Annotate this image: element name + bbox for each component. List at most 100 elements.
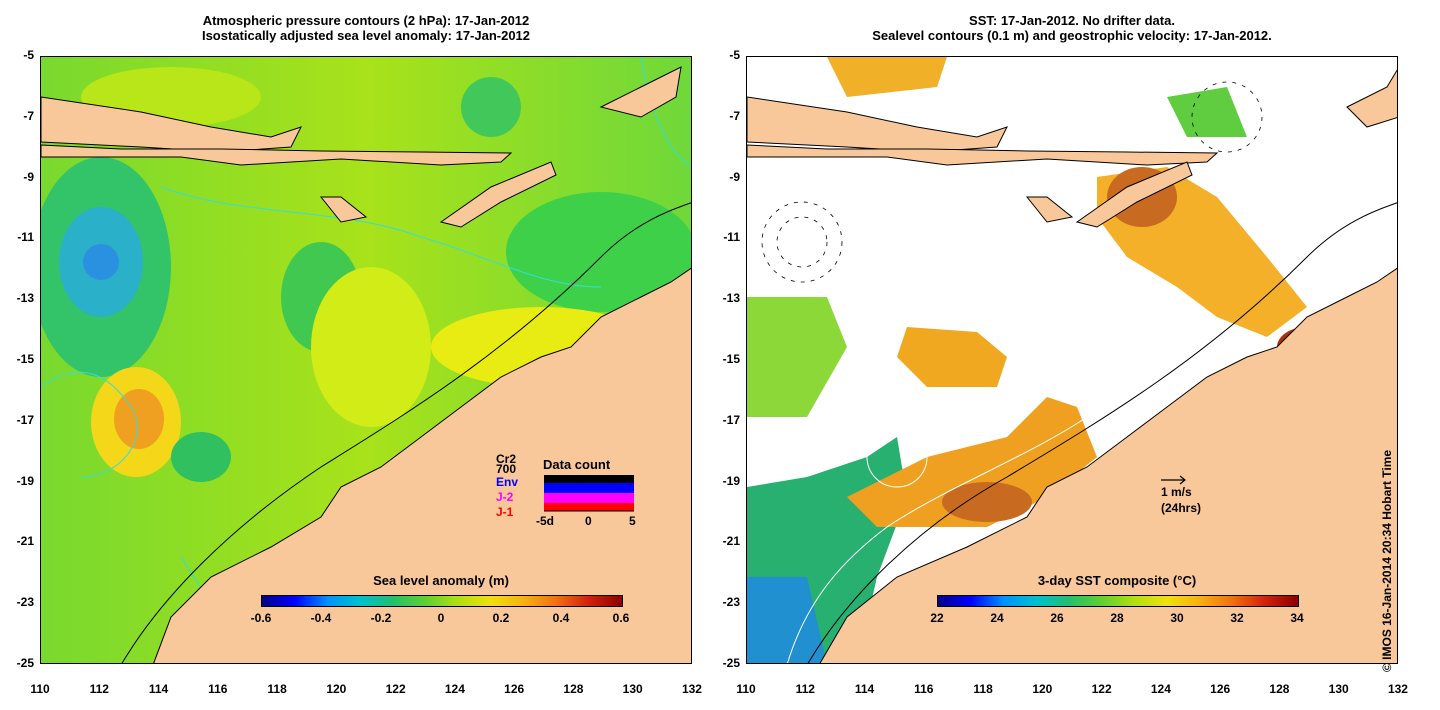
latitude-tick: -23 [722, 595, 740, 610]
latitude-tick: -11 [723, 230, 740, 245]
sst-tick-7: 34 [1290, 611, 1304, 625]
sumba-island [1025, 196, 1074, 223]
shelf-contour [807, 202, 1397, 663]
sea-level-anomaly-map: Cr2 700 Env J-2 J-1 Data count -5d 0 5 S… [40, 56, 692, 664]
mission-j2: J-2 [496, 490, 514, 504]
sst-tick-6: 32 [1230, 611, 1244, 625]
mission-env: Env [496, 475, 519, 489]
count-bar-j2 [544, 493, 634, 503]
pressure-contour [640, 57, 691, 167]
latitude-tick: -17 [16, 412, 34, 427]
longitude-tick: 116 [914, 682, 934, 696]
timor-island [1075, 161, 1193, 228]
mission-700: 700 [496, 462, 517, 476]
longitude-tick: 110 [30, 682, 50, 696]
left-map-title: Atmospheric pressure contours (2 hPa): 1… [40, 13, 692, 43]
data-count-bars [544, 475, 634, 512]
sst-warm-north [827, 57, 947, 97]
data-count-tick-start: -5d [536, 514, 554, 528]
eddy-contour [1191, 81, 1263, 153]
nusa-tenggara-islands [41, 144, 513, 166]
low-anomaly-center [83, 244, 119, 280]
sst-tick-3: 26 [1050, 611, 1064, 625]
longitude-tick: 112 [89, 682, 109, 696]
right-map-title: SST: 17-Jan-2012. No drifter data. Seale… [746, 13, 1398, 43]
sla-tick-1: -0.6 [250, 611, 272, 625]
sst-tick-5: 30 [1170, 611, 1184, 625]
sst-tick-4: 28 [1110, 611, 1124, 625]
longitude-tick: 124 [444, 682, 465, 696]
sla-tick-2: -0.4 [310, 611, 332, 625]
longitude-tick: 128 [1269, 682, 1290, 696]
right-title-line1: SST: 17-Jan-2012. No drifter data. [969, 13, 1175, 28]
longitude-tick: 116 [208, 682, 228, 696]
sst-colorbar-gradient [937, 595, 1299, 607]
longitude-tick: 114 [148, 682, 169, 696]
tanimbar-island [1346, 69, 1397, 128]
longitude-tick: 132 [681, 682, 702, 696]
longitude-tick: 122 [385, 682, 406, 696]
sealevel-contour [787, 416, 1088, 663]
sla-tick-4: 0 [437, 611, 445, 625]
latitude-tick: -9 [729, 169, 740, 184]
high-anomaly-core [114, 389, 164, 449]
yellow-band [311, 267, 431, 427]
tanimbar-island [599, 66, 682, 118]
latitude-tick: -25 [16, 656, 34, 670]
longitude-tick: 126 [504, 682, 525, 696]
latitude-tick: -15 [722, 352, 740, 366]
australia-landmass [153, 267, 691, 663]
latitude-tick: -21 [722, 534, 740, 549]
sumba-island [319, 196, 368, 223]
latitude-tick: -19 [722, 473, 740, 488]
longitude-tick: 112 [795, 682, 815, 696]
sealevel-contour [866, 426, 928, 488]
latitude-tick: -13 [722, 291, 740, 306]
latitude-tick: -17 [722, 412, 740, 427]
sla-tick-6: 0.4 [552, 611, 570, 625]
sst-cold-patch [747, 577, 827, 663]
velocity-legend-speed: 1 m/s [1161, 485, 1192, 499]
latitude-tick: -25 [722, 656, 740, 670]
latitude-tick: -9 [23, 169, 34, 184]
latitude-tick: -21 [16, 534, 34, 549]
longitude-tick: 114 [854, 682, 875, 696]
sst-tick-1: 22 [930, 611, 944, 625]
data-count-tick-end: 5 [629, 514, 636, 528]
longitude-tick: 118 [267, 682, 287, 696]
sst-colorbar-label: 3-day SST composite (°C) [1037, 573, 1197, 588]
latitude-tick: -23 [16, 595, 34, 610]
longitude-tick: 130 [622, 682, 643, 696]
count-bar-j1 [544, 503, 634, 511]
sla-field [41, 57, 691, 663]
longitude-tick: 132 [1387, 682, 1408, 696]
latitude-tick: -5 [23, 48, 34, 62]
sst-mild-north [1167, 87, 1247, 137]
data-count-title: Data count [543, 457, 611, 472]
longitude-tick: 110 [736, 682, 756, 696]
nusa-tenggara-islands [747, 144, 1219, 166]
sst-warm-patch [847, 397, 1097, 527]
longitude-tick: 120 [1032, 682, 1053, 696]
right-title-line2: Sealevel contours (0.1 m) and geostrophi… [872, 28, 1272, 43]
sst-colorbar: 3-day SST composite (°C) 22 24 26 28 30 … [927, 569, 1307, 629]
sla-tick-7: 0.6 [612, 611, 630, 625]
mission-cr2: Cr2 [496, 452, 517, 466]
longitude-tick: 118 [973, 682, 993, 696]
longitude-tick: 120 [326, 682, 347, 696]
sst-tick-2: 24 [990, 611, 1004, 625]
shelf-contour [121, 202, 691, 663]
left-title-line1: Atmospheric pressure contours (2 hPa): 1… [202, 13, 530, 28]
mission-j1: J-1 [496, 505, 514, 519]
sla-tick-3: -0.2 [370, 611, 392, 625]
latitude-tick: -19 [16, 473, 34, 488]
sla-colorbar-label: Sea level anomaly (m) [373, 573, 509, 588]
pressure-contour [160, 186, 602, 288]
sst-field [747, 57, 1397, 663]
latitude-tick: -11 [17, 230, 34, 245]
latitude-tick: -15 [16, 352, 34, 366]
sst-warm-patch-2 [897, 327, 1007, 387]
java-island [41, 96, 302, 153]
longitude-tick: 128 [563, 682, 584, 696]
latitude-tick: -5 [729, 48, 740, 62]
